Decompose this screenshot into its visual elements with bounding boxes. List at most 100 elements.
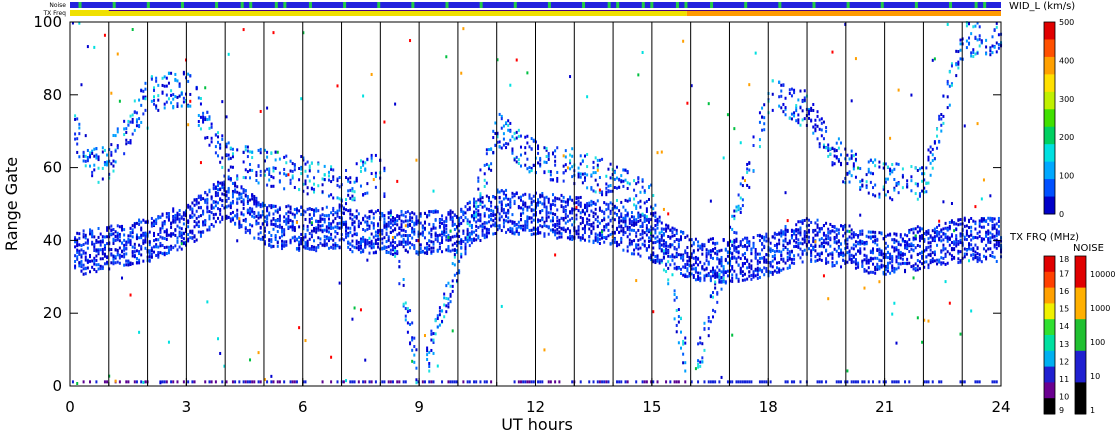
- echo-point: [665, 380, 668, 384]
- echo-point: [662, 268, 665, 272]
- echo-point: [500, 209, 503, 213]
- echo-point: [492, 213, 495, 217]
- echo-point: [731, 276, 734, 280]
- echo-point: [251, 197, 254, 201]
- echo-point: [202, 209, 205, 213]
- echo-point: [658, 219, 661, 223]
- echo-point: [519, 145, 522, 149]
- echo-point: [754, 256, 757, 260]
- echo-point: [571, 147, 574, 151]
- echo-point: [451, 235, 454, 239]
- echo-point: [315, 219, 318, 223]
- echo-point: [566, 203, 569, 207]
- echo-point: [451, 217, 454, 221]
- echo-point: [679, 330, 682, 334]
- echo-point: [317, 219, 320, 223]
- echo-point: [716, 252, 719, 256]
- echo-point: [174, 233, 177, 237]
- echo-point: [163, 102, 166, 106]
- echo-point: [637, 247, 640, 251]
- echo-point: [601, 190, 604, 194]
- echo-point: [455, 215, 458, 219]
- echo-point: [383, 245, 386, 249]
- echo-point: [837, 245, 840, 249]
- echo-point: [528, 194, 531, 198]
- echo-point: [219, 181, 222, 185]
- echo-point: [842, 251, 845, 255]
- echo-point: [308, 169, 311, 173]
- echo-point: [191, 229, 194, 233]
- echo-point: [850, 99, 853, 103]
- echo-point: [377, 224, 380, 228]
- echo-point: [413, 230, 416, 234]
- echo-point: [624, 223, 627, 227]
- echo-point: [266, 214, 269, 218]
- echo-point: [359, 241, 362, 245]
- echo-point: [366, 227, 369, 231]
- echo-point: [820, 121, 823, 125]
- echo-point: [865, 242, 868, 246]
- echo-point: [206, 197, 209, 201]
- echo-point: [394, 217, 397, 221]
- echo-point: [351, 198, 354, 202]
- echo-point: [246, 380, 249, 384]
- echo-point: [831, 224, 834, 228]
- echo-point: [78, 155, 81, 159]
- echo-point: [178, 233, 181, 237]
- echo-point: [498, 145, 501, 149]
- echo-point: [556, 223, 559, 227]
- echo-point: [667, 212, 670, 216]
- echo-point: [780, 89, 783, 93]
- echo-point: [281, 234, 284, 238]
- echo-point: [530, 228, 533, 232]
- echo-point: [577, 226, 580, 230]
- echo-point: [283, 215, 286, 219]
- echo-point: [157, 245, 160, 249]
- echo-point: [513, 202, 516, 206]
- echo-point: [313, 210, 316, 214]
- echo-point: [752, 270, 755, 274]
- echo-point: [560, 199, 563, 203]
- echo-point: [737, 204, 740, 208]
- echo-point: [605, 190, 608, 194]
- echo-point: [84, 233, 87, 237]
- echo-point: [662, 232, 665, 236]
- echo-point: [334, 242, 337, 246]
- echo-point: [816, 110, 819, 114]
- echo-point: [569, 167, 572, 171]
- echo-point: [453, 248, 456, 252]
- echo-point: [208, 380, 211, 384]
- echo-point: [729, 261, 732, 265]
- echo-point: [850, 261, 853, 265]
- echo-point: [822, 233, 825, 237]
- echo-point: [765, 269, 768, 273]
- echo-point: [249, 231, 252, 235]
- echo-point: [327, 226, 330, 230]
- echo-point: [526, 134, 529, 138]
- echo-point: [246, 211, 249, 215]
- echo-point: [571, 380, 574, 384]
- echo-point: [686, 269, 689, 273]
- echo-point: [231, 189, 234, 193]
- echo-point: [462, 240, 465, 244]
- echo-point: [383, 217, 386, 221]
- echo-point: [618, 243, 621, 247]
- echo-point: [127, 119, 130, 123]
- echo-point: [500, 215, 503, 219]
- echo-point: [417, 221, 420, 225]
- echo-point: [114, 160, 117, 164]
- echo-point: [95, 270, 98, 274]
- echo-point: [82, 267, 85, 271]
- echo-point: [502, 143, 505, 147]
- echo-point: [658, 231, 661, 235]
- echo-point: [172, 216, 175, 220]
- echo-point: [80, 259, 83, 263]
- echo-point: [746, 380, 749, 384]
- echo-point: [138, 222, 141, 226]
- echo-point: [347, 240, 350, 244]
- echo-point: [485, 148, 488, 152]
- echo-point: [451, 329, 454, 333]
- echo-point: [266, 150, 269, 154]
- echo-point: [481, 224, 484, 228]
- echo-point: [703, 274, 706, 278]
